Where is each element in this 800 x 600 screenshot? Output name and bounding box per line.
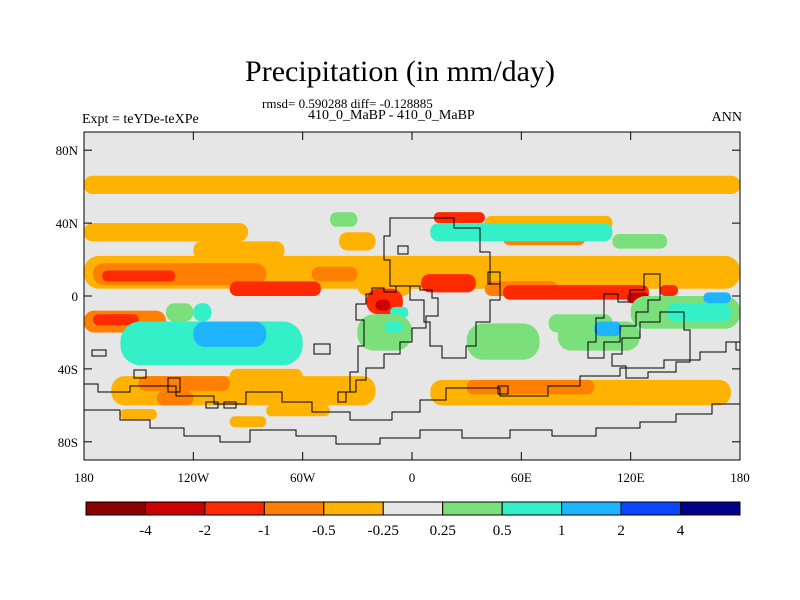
x-tick-label-4: 60E: [511, 470, 532, 485]
contour-region-8: [430, 223, 613, 242]
contour-region-45: [229, 368, 303, 384]
contour-region-0: [84, 175, 740, 194]
y-tick-label-0: 80N: [56, 143, 79, 158]
cases-subtitle: 410_0_MaBP - 410_0_MaBP: [308, 108, 475, 123]
colorbar-label-0: -4: [139, 523, 152, 539]
x-tick-label-6: 180: [730, 470, 750, 485]
colorbar-label-4: -0.25: [368, 523, 399, 539]
contour-region-22: [503, 285, 649, 300]
contour-region-46: [229, 416, 267, 428]
contour-region-3: [339, 232, 376, 251]
y-tick-label-3: 40S: [58, 362, 78, 377]
contour-region-33: [466, 323, 540, 360]
colorbar-swatch-2: [204, 501, 265, 516]
contour-region-47: [120, 408, 157, 420]
contour-region-30: [193, 321, 267, 348]
contour-region-1: [84, 223, 248, 242]
colorbar-swatch-5: [382, 501, 444, 516]
contour-region-32: [384, 321, 403, 333]
outline-asia-maritime: [587, 273, 661, 359]
colorbar-swatch-6: [442, 501, 503, 516]
contour-region-16: [357, 274, 412, 296]
outline-antarctica: [84, 341, 740, 445]
contour-region-18: [375, 299, 391, 311]
x-tick-label-3: 0: [409, 470, 416, 485]
season-label: ANN: [711, 110, 742, 125]
contour-region-2: [193, 241, 285, 260]
colorbar-label-7: 1: [558, 523, 566, 539]
outline-islands: [91, 245, 740, 409]
axes: 180 120W 60W 0 60E 120E 180 80N 40N 0 40S 80S: [56, 132, 750, 485]
contour-region-40: [138, 376, 230, 391]
contour-region-31: [357, 314, 412, 351]
contour-region-20: [421, 274, 476, 293]
x-tick-label-2: 60W: [290, 470, 316, 485]
contour-region-38: [703, 292, 731, 304]
contour-region-27: [166, 303, 194, 322]
outline-africa: [383, 217, 501, 359]
colorbar-swatch-1: [144, 501, 206, 516]
contour-region-7: [330, 212, 358, 227]
colorbar-swatch-8: [561, 501, 622, 516]
contour-region-13: [102, 270, 176, 282]
contour-region-15: [311, 266, 358, 282]
outline-south-america: [337, 285, 439, 403]
colorbar-label-9: 4: [677, 523, 685, 539]
colorbar-label-2: -1: [258, 523, 271, 539]
colorbar-label-8: 2: [617, 523, 625, 539]
y-tick-label-2: 0: [72, 289, 79, 304]
y-tick-label-1: 40N: [56, 216, 79, 231]
colorbar-label-3: -0.5: [312, 523, 336, 539]
x-tick-label-5: 120E: [617, 470, 645, 485]
colorbar-swatch-9: [620, 501, 682, 516]
contour-region-24: [659, 285, 679, 296]
contour-region-43: [466, 379, 595, 395]
contour-region-9: [612, 234, 668, 249]
contour-region-26: [93, 314, 139, 326]
colorbar-label-5: 0.25: [430, 523, 456, 539]
colorbar-label-1: -2: [199, 523, 212, 539]
colorbar-swatch-0: [85, 501, 146, 516]
colorbar-swatch-4: [323, 501, 384, 516]
contour-region-37: [667, 303, 731, 322]
stats-subtitle: rmsd= 0.590288 diff= -0.128885: [262, 96, 433, 111]
y-tick-label-4: 80S: [58, 435, 78, 450]
experiment-label: Expt = teYDe-teXPe: [82, 112, 199, 127]
contour-region-35: [594, 321, 622, 337]
continent-outlines: [84, 217, 740, 445]
x-tick-label-0: 180: [74, 470, 94, 485]
map-field: [84, 132, 740, 460]
colorbar-swatch-3: [263, 501, 325, 516]
colorbar-swatch-10: [680, 501, 741, 516]
contour-region-14: [229, 281, 321, 296]
chart-title: Precipitation (in mm/day): [245, 55, 555, 88]
colorbar-swatch-7: [501, 501, 563, 516]
contour-region-5: [433, 212, 485, 224]
contour-region-41: [156, 390, 194, 406]
contour-region-28: [193, 303, 212, 322]
contour-region-44: [266, 405, 330, 417]
colorbar-label-6: 0.5: [493, 523, 512, 539]
colorbar: -4 -2 -1 -0.5 -0.25 0.25 0.5 1 2 4: [85, 501, 741, 539]
x-tick-label-1: 120W: [177, 470, 210, 485]
outline-australia: [611, 311, 691, 379]
